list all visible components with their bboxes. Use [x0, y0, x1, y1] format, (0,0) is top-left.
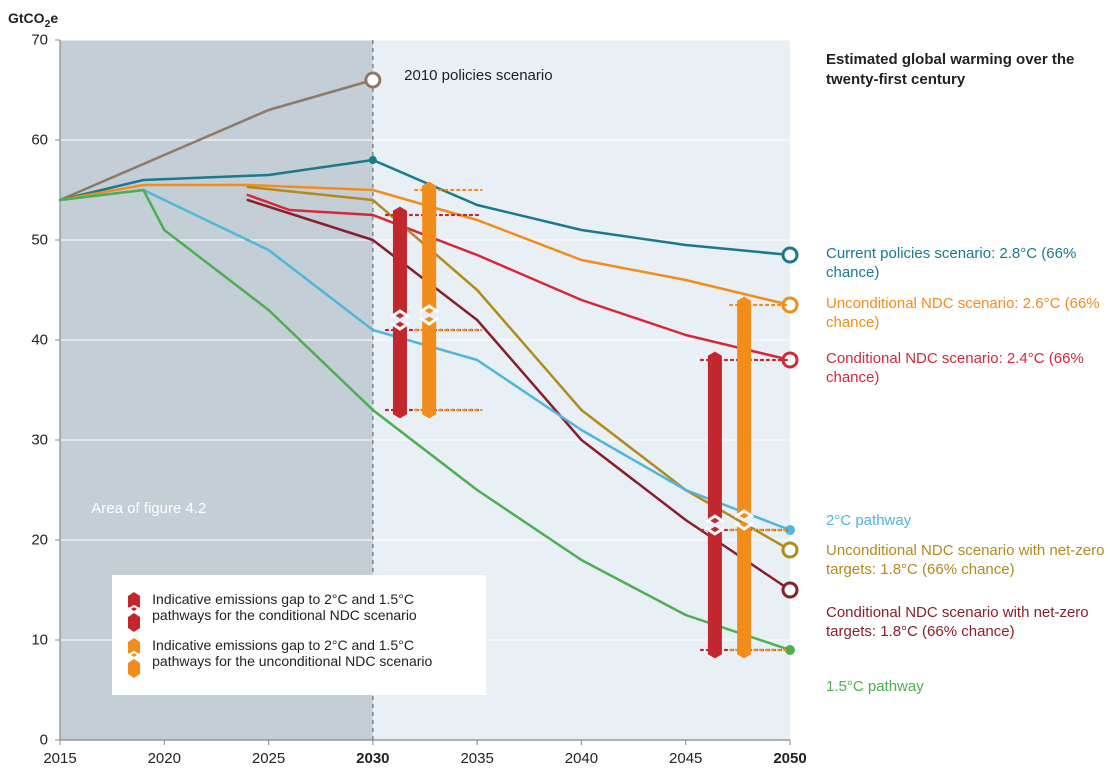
legend-text: Indicative emissions gap to 2°C and 1.5°… [152, 591, 472, 623]
legend-marker-icon [126, 591, 142, 633]
scenario-label-conditional_ndc: Conditional NDC scenario: 2.4°C (66% cha… [826, 350, 1111, 388]
scenario-label-current_policies: Current policies scenario: 2.8°C (66% ch… [826, 245, 1111, 283]
policies-2010-label: 2010 policies scenario [404, 67, 552, 84]
legend-text: Indicative emissions gap to 2°C and 1.5°… [152, 637, 472, 669]
y-axis-title: GtCO2e [8, 10, 58, 30]
area-label: Area of figure 4.2 [91, 500, 206, 517]
scenario-label-cond_ndc_netzero: Conditional NDC scenario with net-zero t… [826, 604, 1111, 642]
x-tick: 2025 [252, 750, 285, 767]
right-heading: Estimated global warming over the twenty… [826, 50, 1086, 89]
scenario-label-two_deg: 2°C pathway [826, 512, 1111, 531]
legend-box: Indicative emissions gap to 2°C and 1.5°… [112, 575, 486, 695]
chart-root: GtCO2e Estimated global warming over the… [0, 0, 1117, 782]
scenario-label-unc_ndc_netzero: Unconditional NDC scenario with net-zero… [826, 542, 1111, 580]
x-tick: 2040 [565, 750, 598, 767]
legend-item: Indicative emissions gap to 2°C and 1.5°… [126, 591, 472, 633]
x-tick: 2030 [356, 750, 389, 767]
x-tick: 2045 [669, 750, 702, 767]
scenario-label-one_five_deg: 1.5°C pathway [826, 678, 1111, 697]
scenario-label-unconditional_ndc: Unconditional NDC scenario: 2.6°C (66% c… [826, 295, 1111, 333]
x-tick: 2050 [773, 750, 806, 767]
x-tick: 2035 [460, 750, 493, 767]
x-tick: 2020 [148, 750, 181, 767]
legend-marker-icon [126, 637, 142, 679]
legend-item: Indicative emissions gap to 2°C and 1.5°… [126, 637, 472, 679]
x-tick: 2015 [43, 750, 76, 767]
